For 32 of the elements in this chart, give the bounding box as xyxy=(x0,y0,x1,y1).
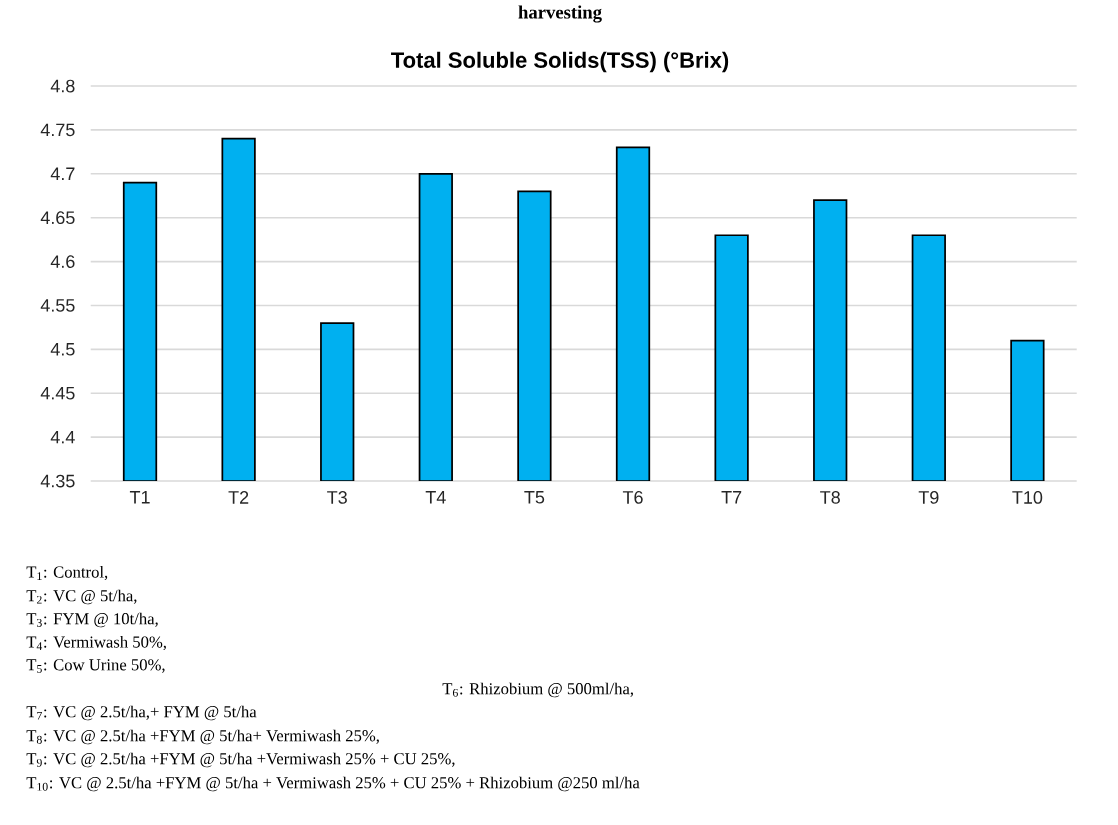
x-tick-label: T7 xyxy=(721,491,742,504)
chart-title: Total Soluble Solids(TSS) (°Brix) xyxy=(391,51,729,73)
text: T$_{1}$: Control, xyxy=(26,565,108,581)
x-tick-label: T1 xyxy=(129,491,150,504)
text: T$_{9}$: VC @ 2.5t/ha +FYM @ 5t/ha +Vermiwash 25% + CU 25%, xyxy=(26,752,455,768)
text: T$_{3}$: FYM @ 10t/ha, xyxy=(26,612,158,628)
x-tick-label: T9 xyxy=(918,491,939,504)
x-tick-label: T3 xyxy=(327,491,347,504)
text: T$_{5}$: Cow Urine 50%, xyxy=(26,659,165,673)
y-tick-label: 4.45 xyxy=(40,386,75,400)
x-tick-label: T5 xyxy=(524,491,545,504)
x-tick-label: T2 xyxy=(228,491,249,504)
y-tick-label: 4.75 xyxy=(40,123,75,137)
y-tick-label: 4.55 xyxy=(40,299,75,312)
x-tick-label: T6 xyxy=(622,491,643,504)
text: T$_{10}$: VC @ 2.5t/ha +FYM @ 5t/ha + Vermiwash 25% + CU 25% + Rhizobium @250 ml/ha xyxy=(26,776,640,792)
x-tick-label: T10 xyxy=(1012,491,1043,504)
text: harvesting xyxy=(518,5,602,23)
x-tick-label: T8 xyxy=(820,491,840,504)
y-tick-label: 4.4 xyxy=(50,430,75,444)
y-tick-label: 4.65 xyxy=(40,211,75,225)
text: T$_{6}$: Rhizobium @ 500ml/ha, xyxy=(442,682,633,698)
y-tick-label: 4.8 xyxy=(50,79,75,93)
text: T$_{2}$: VC @ 5t/ha, xyxy=(26,589,137,605)
y-tick-label: 4.6 xyxy=(50,255,75,268)
text: T$_{8}$: VC @ 2.5t/ha +FYM @ 5t/ha+ Vermiwash 25%, xyxy=(26,729,379,745)
y-tick-label: 4.5 xyxy=(50,343,75,356)
text: T$_{7}$: VC @ 2.5t/ha,+ FYM @ 5t/ha xyxy=(26,705,257,721)
y-tick-label: 4.7 xyxy=(50,167,75,180)
x-tick-label: T4 xyxy=(425,491,446,504)
y-tick-label: 4.35 xyxy=(40,474,75,488)
text: T$_{4}$: Vermiwash 50%, xyxy=(26,635,166,651)
